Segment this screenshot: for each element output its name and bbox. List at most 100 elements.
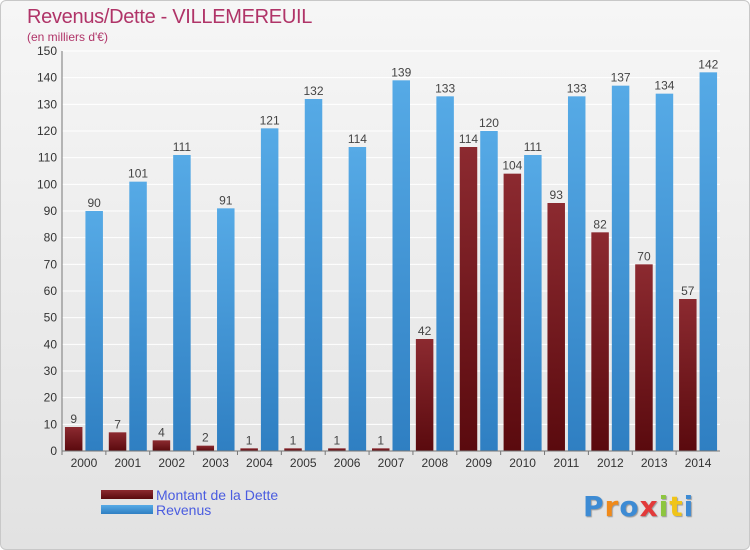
legend: Montant de la Dette Revenus bbox=[101, 486, 279, 518]
y-tick-label: 70 bbox=[44, 257, 58, 271]
bar-dette bbox=[152, 440, 171, 451]
bar-dette bbox=[108, 432, 127, 451]
y-tick-label: 60 bbox=[44, 284, 58, 298]
data-label-revenus: 114 bbox=[348, 132, 367, 146]
bar-revenus bbox=[129, 181, 147, 451]
logo-letter: t bbox=[669, 490, 684, 523]
x-tick-label: 2002 bbox=[158, 456, 185, 470]
data-label-dette: 82 bbox=[593, 217, 607, 231]
x-tick-label: 2013 bbox=[641, 456, 668, 470]
bar-revenus bbox=[655, 93, 674, 452]
x-tick-label: 2010 bbox=[509, 456, 536, 470]
chart-subtitle: (en milliers d'€) bbox=[27, 30, 108, 44]
logo-letter: x bbox=[639, 490, 659, 523]
legend-label-dette: Montant de la Dette bbox=[156, 486, 279, 503]
data-labels: 9907101411129111211132111411394213311412… bbox=[70, 57, 718, 447]
data-label-dette: 1 bbox=[377, 433, 384, 447]
data-label-dette: 9 bbox=[70, 412, 77, 426]
y-tick-label: 50 bbox=[44, 311, 58, 325]
y-tick-label: 30 bbox=[44, 364, 58, 378]
bar-dette bbox=[196, 445, 215, 451]
bar-revenus bbox=[217, 208, 235, 451]
data-label-dette: 104 bbox=[502, 159, 522, 173]
data-label-dette: 114 bbox=[459, 132, 478, 146]
data-label-dette: 70 bbox=[637, 249, 651, 263]
x-tick-label: 2004 bbox=[246, 456, 273, 470]
data-label-revenus: 120 bbox=[479, 116, 499, 130]
data-label-revenus: 132 bbox=[304, 84, 324, 98]
legend-item-dette: Montant de la Dette bbox=[101, 486, 279, 503]
data-label-dette: 93 bbox=[550, 188, 564, 202]
data-label-revenus: 134 bbox=[654, 79, 674, 93]
x-tick-label: 2000 bbox=[71, 456, 98, 470]
y-tick-label: 0 bbox=[50, 444, 57, 458]
data-label-dette: 1 bbox=[290, 433, 297, 447]
data-label-revenus: 142 bbox=[698, 57, 718, 71]
bar-dette bbox=[415, 339, 434, 451]
bar-dette bbox=[591, 232, 609, 451]
bar-dette bbox=[284, 448, 302, 451]
data-label-revenus: 139 bbox=[391, 65, 411, 79]
x-tick-label: 2014 bbox=[685, 456, 712, 470]
logo-letter: o bbox=[619, 490, 640, 523]
x-tick-label: 2006 bbox=[334, 456, 361, 470]
data-label-dette: 2 bbox=[202, 431, 209, 445]
data-label-revenus: 111 bbox=[173, 140, 192, 154]
bar-dette bbox=[679, 299, 697, 451]
data-label-dette: 7 bbox=[114, 417, 121, 431]
data-label-revenus: 121 bbox=[260, 113, 280, 127]
y-tick-label: 90 bbox=[44, 204, 58, 218]
bars bbox=[64, 72, 718, 452]
bar-revenus bbox=[392, 80, 410, 451]
bar-dette bbox=[635, 264, 653, 451]
y-tick-label: 140 bbox=[37, 71, 57, 85]
y-tick-label: 110 bbox=[38, 151, 57, 165]
bar-revenus bbox=[524, 155, 542, 451]
data-label-revenus: 133 bbox=[567, 81, 587, 95]
x-tick-label: 2001 bbox=[114, 456, 141, 470]
x-tick-label: 2012 bbox=[597, 456, 624, 470]
x-tick-label: 2009 bbox=[465, 456, 492, 470]
bar-revenus bbox=[348, 147, 367, 451]
bar-dette bbox=[328, 448, 346, 451]
bar-dette bbox=[547, 203, 565, 451]
data-label-dette: 1 bbox=[246, 433, 253, 447]
data-label-dette: 4 bbox=[158, 425, 165, 439]
bar-dette bbox=[372, 448, 390, 451]
x-tick-label: 2003 bbox=[202, 456, 229, 470]
bar-revenus bbox=[173, 155, 191, 451]
logo-letter: P bbox=[583, 490, 605, 523]
legend-label-revenus: Revenus bbox=[156, 501, 212, 518]
bar-dette bbox=[64, 427, 83, 451]
data-label-revenus: 133 bbox=[435, 81, 455, 95]
bar-revenus bbox=[436, 96, 454, 451]
x-tick-label: 2008 bbox=[422, 456, 449, 470]
logo-letter: r bbox=[604, 490, 620, 523]
y-tick-label: 10 bbox=[44, 417, 58, 431]
y-tick-label: 100 bbox=[37, 177, 57, 191]
bar-dette bbox=[459, 147, 478, 451]
bar-revenus bbox=[260, 128, 279, 451]
bar-dette bbox=[240, 448, 258, 451]
y-tick-label: 130 bbox=[37, 97, 57, 111]
bar-revenus bbox=[699, 72, 718, 451]
data-label-revenus: 137 bbox=[611, 71, 631, 85]
data-label-revenus: 101 bbox=[128, 167, 148, 181]
y-tick-label: 150 bbox=[37, 44, 57, 58]
bar-revenus bbox=[567, 96, 586, 451]
x-tick-label: 2007 bbox=[378, 456, 405, 470]
data-label-revenus: 91 bbox=[219, 193, 233, 207]
data-label-dette: 42 bbox=[418, 324, 432, 338]
y-tick-label: 80 bbox=[44, 231, 58, 245]
logo-letter: i bbox=[658, 490, 670, 523]
data-label-dette: 57 bbox=[681, 284, 695, 298]
bar-revenus bbox=[611, 85, 630, 452]
axes: 0 10 20 30 40 50 60 70 80 90 100 110 120 130 140 150 200… bbox=[37, 44, 720, 470]
x-tick-label: 2011 bbox=[554, 456, 580, 470]
proxiti-logo: Proxiti bbox=[583, 490, 694, 523]
gridlines bbox=[62, 50, 720, 452]
y-tick-label: 120 bbox=[37, 124, 57, 138]
legend-swatch-dette bbox=[101, 490, 153, 499]
